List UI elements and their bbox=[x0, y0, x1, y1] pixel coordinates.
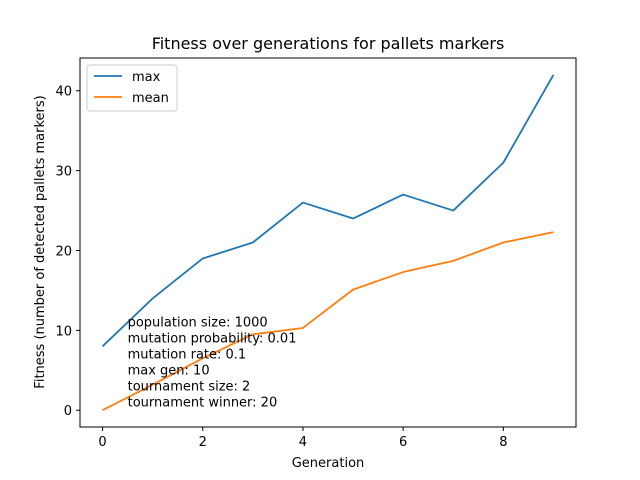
legend-label-max: max bbox=[132, 70, 161, 85]
x-tick-label: 8 bbox=[499, 435, 507, 450]
plot-area bbox=[101, 74, 555, 412]
annotation-line: max gen: 10 bbox=[128, 363, 210, 378]
y-tick-label: 30 bbox=[55, 165, 72, 180]
x-tick-label: 2 bbox=[199, 435, 207, 450]
x-axis-label: Generation bbox=[292, 456, 365, 471]
y-tick-label: 10 bbox=[55, 324, 72, 339]
x-axis: 0 2 4 6 8 bbox=[98, 427, 507, 450]
annotation-line: mutation rate: 0.1 bbox=[128, 347, 247, 362]
annotation-line: population size: 1000 bbox=[128, 315, 268, 330]
y-tick-label: 20 bbox=[55, 244, 72, 259]
annotation-line: tournament winner: 20 bbox=[128, 395, 278, 410]
annotation-line: tournament size: 2 bbox=[128, 379, 251, 394]
y-axis: 0 10 20 30 40 bbox=[55, 85, 80, 419]
legend: max mean bbox=[86, 64, 178, 112]
annotation-line: mutation probability: 0.01 bbox=[128, 331, 297, 346]
axes-frame bbox=[79, 57, 577, 428]
x-tick-label: 4 bbox=[299, 435, 307, 450]
series-line-max bbox=[101, 74, 555, 347]
series-line-mean bbox=[102, 231, 554, 412]
legend-label-mean: mean bbox=[132, 91, 169, 106]
x-tick-label: 0 bbox=[98, 435, 106, 450]
y-tick-label: 40 bbox=[55, 85, 72, 100]
y-tick-label: 0 bbox=[64, 404, 72, 419]
y-axis-label: Fitness (number of detected pallets mark… bbox=[33, 95, 48, 388]
chart-title: Fitness over generations for pallets mar… bbox=[152, 34, 505, 53]
x-tick-label: 6 bbox=[399, 435, 407, 450]
